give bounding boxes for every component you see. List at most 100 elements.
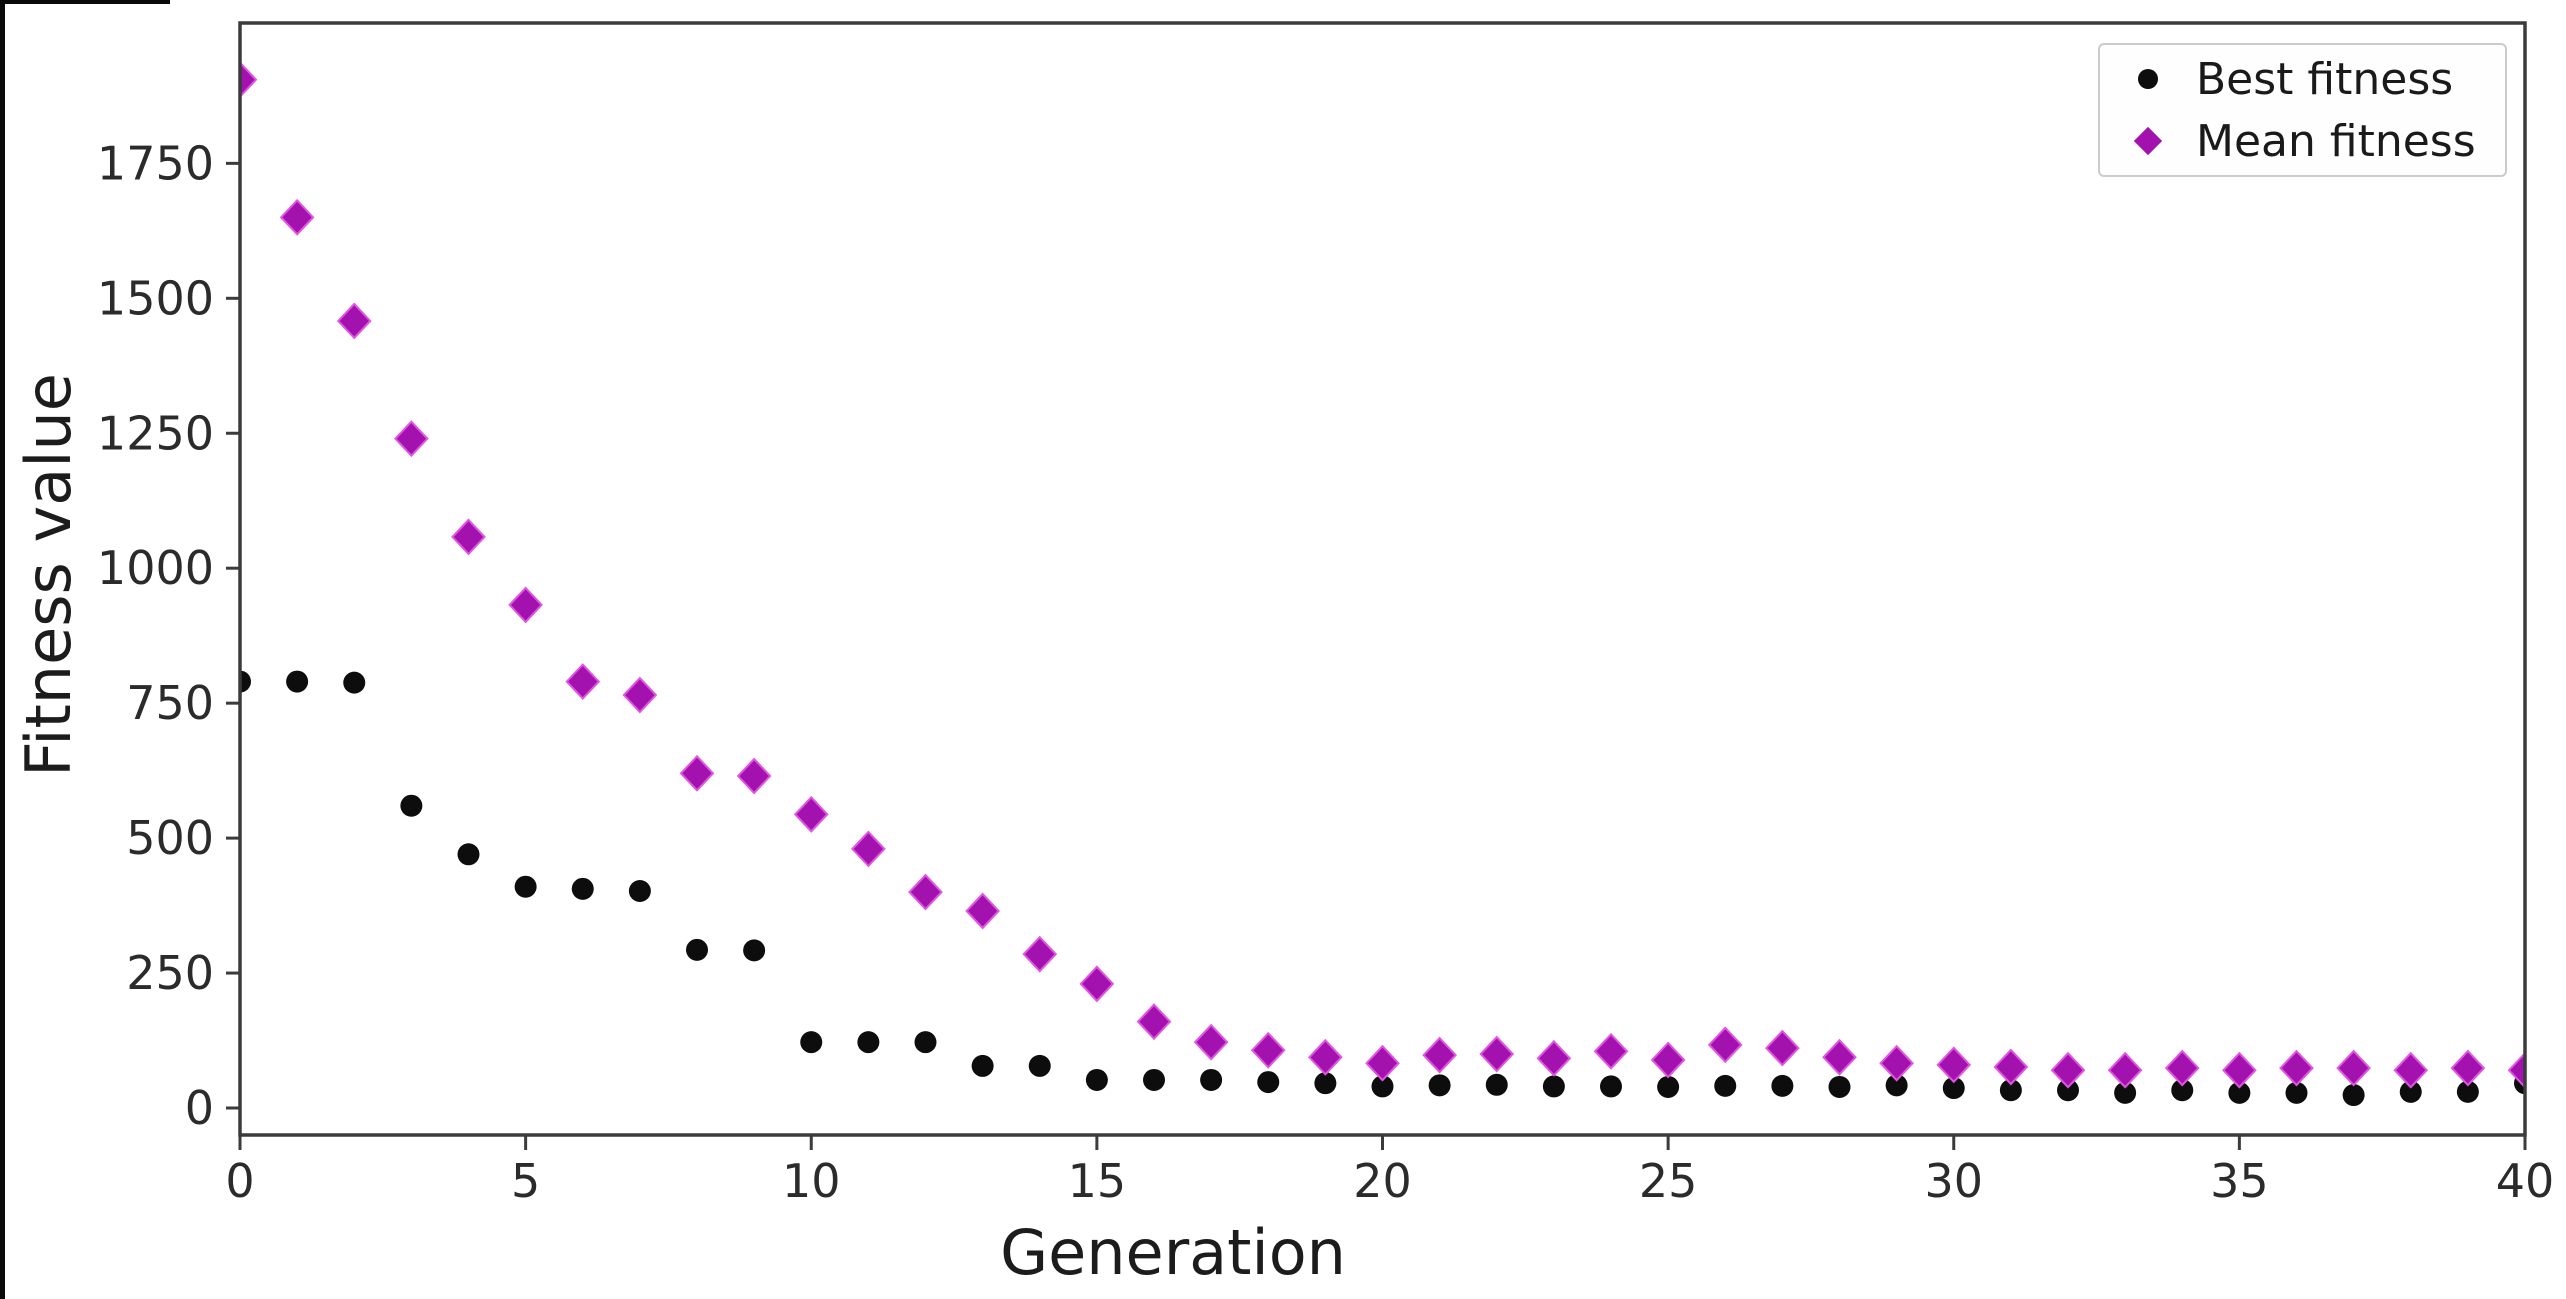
y-tick-label: 1000 bbox=[97, 541, 214, 595]
data-point bbox=[628, 880, 651, 903]
data-point bbox=[1707, 1026, 1743, 1064]
data-point bbox=[1136, 1003, 1172, 1041]
data-point bbox=[2057, 1079, 2079, 1102]
data-point bbox=[1143, 1068, 1165, 1091]
data-point bbox=[1879, 1044, 1914, 1082]
data-point bbox=[622, 676, 658, 714]
y-tick-label: 750 bbox=[126, 676, 214, 730]
data-point bbox=[914, 1031, 937, 1054]
legend-label-mean: Mean fitness bbox=[2196, 115, 2476, 167]
x-tick-label: 10 bbox=[782, 1154, 841, 1208]
data-point bbox=[1542, 1075, 1565, 1098]
data-point bbox=[1593, 1032, 1629, 1070]
data-point bbox=[508, 586, 543, 624]
data-point bbox=[857, 1031, 880, 1054]
data-point bbox=[571, 877, 594, 900]
data-point bbox=[1028, 1054, 1051, 1077]
data-point bbox=[2164, 1049, 2200, 1087]
data-point bbox=[1365, 1044, 1400, 1082]
x-tick-label: 5 bbox=[511, 1154, 540, 1208]
data-point bbox=[1650, 1041, 1686, 1079]
x-tick-label: 25 bbox=[1639, 1154, 1698, 1208]
data-point bbox=[965, 892, 1000, 930]
data-point bbox=[1422, 1036, 1457, 1074]
data-point bbox=[1993, 1048, 2029, 1086]
data-point bbox=[971, 1054, 994, 1077]
x-tick-label: 20 bbox=[1353, 1154, 1412, 1208]
best-fitness-marker-icon bbox=[2138, 69, 2158, 89]
x-axis-title: Generation bbox=[1000, 1216, 1346, 1289]
data-point bbox=[400, 794, 423, 817]
data-point bbox=[1085, 1068, 1108, 1091]
data-point bbox=[1822, 1038, 1857, 1076]
plot-area bbox=[240, 61, 2525, 1107]
data-point bbox=[2050, 1051, 2086, 1089]
legend-marker-box bbox=[2100, 69, 2196, 89]
legend-item-best: Best fitness bbox=[2100, 53, 2505, 105]
x-tick-label: 40 bbox=[2496, 1154, 2555, 1208]
data-point bbox=[1999, 1079, 2022, 1102]
plot-frame bbox=[238, 21, 2527, 1137]
x-tick-label: 15 bbox=[1068, 1154, 1127, 1208]
data-point bbox=[240, 670, 251, 693]
data-point bbox=[1942, 1077, 1965, 1100]
data-point bbox=[2228, 1081, 2251, 1104]
y-tick-label: 250 bbox=[126, 946, 214, 1000]
x-axis: 0 5 10 15 20 25 30 35 40 bbox=[225, 1135, 2554, 1208]
data-point bbox=[286, 670, 309, 693]
data-point bbox=[451, 518, 486, 556]
data-point bbox=[336, 302, 372, 340]
x-tick-label: 35 bbox=[2210, 1154, 2269, 1208]
data-point bbox=[736, 757, 772, 795]
data-point bbox=[2342, 1084, 2365, 1107]
data-point bbox=[1936, 1046, 1972, 1084]
data-point bbox=[343, 671, 366, 694]
data-point bbox=[743, 939, 766, 962]
data-point bbox=[2222, 1051, 2257, 1089]
data-point bbox=[2107, 1051, 2143, 1089]
data-point bbox=[686, 938, 708, 961]
data-point bbox=[2114, 1081, 2137, 1104]
legend-marker-box bbox=[2100, 126, 2196, 156]
data-point bbox=[800, 1031, 823, 1054]
data-point bbox=[1193, 1023, 1229, 1061]
data-point bbox=[1600, 1075, 1622, 1098]
data-point bbox=[1771, 1074, 1794, 1097]
data-point bbox=[2393, 1051, 2429, 1089]
data-point bbox=[2279, 1049, 2314, 1087]
y-tick-label: 1750 bbox=[97, 136, 214, 190]
legend: Best fitness Mean fitness bbox=[2098, 43, 2507, 177]
data-point bbox=[1479, 1035, 1515, 1073]
data-point bbox=[793, 795, 829, 833]
data-point bbox=[1428, 1074, 1451, 1097]
legend-item-mean: Mean fitness bbox=[2100, 115, 2505, 167]
data-point bbox=[1200, 1068, 1223, 1091]
legend-label-best: Best fitness bbox=[2196, 53, 2454, 105]
series-mean-fitness bbox=[240, 61, 2525, 1089]
data-point bbox=[1314, 1072, 1337, 1095]
data-point bbox=[2456, 1080, 2479, 1103]
screenshot-edge-artifact-top bbox=[0, 0, 170, 4]
screenshot-edge-artifact-left bbox=[0, 0, 5, 1299]
series-best-fitness bbox=[240, 670, 2525, 1107]
data-point bbox=[1485, 1073, 1508, 1096]
data-point bbox=[1250, 1031, 1286, 1069]
y-tick-label: 0 bbox=[185, 1081, 214, 1135]
x-tick-label: 0 bbox=[225, 1154, 254, 1208]
data-point bbox=[2171, 1079, 2194, 1102]
data-point bbox=[1022, 935, 1058, 973]
data-point bbox=[1308, 1038, 1343, 1076]
x-tick-label: 30 bbox=[1924, 1154, 1983, 1208]
data-point bbox=[851, 830, 886, 868]
data-point bbox=[240, 61, 258, 99]
data-point bbox=[1714, 1074, 1737, 1097]
data-point bbox=[1765, 1029, 1800, 1067]
data-point bbox=[279, 198, 315, 236]
y-axis-title: Fitness value bbox=[12, 373, 85, 777]
data-point bbox=[565, 663, 601, 701]
data-point bbox=[2399, 1080, 2422, 1103]
y-axis: 0 250 500 750 1000 1250 1500 1750 bbox=[97, 136, 240, 1135]
data-point bbox=[1885, 1074, 1908, 1097]
